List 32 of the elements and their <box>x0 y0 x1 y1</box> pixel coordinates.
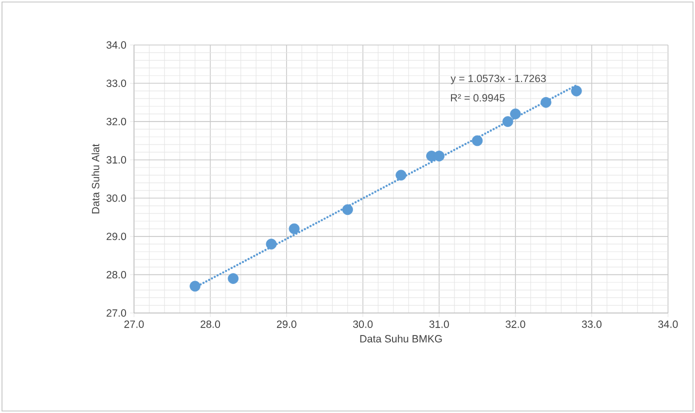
x-tick-label: 27.0 <box>124 320 144 328</box>
annotation: y = 1.0573x - 1.7263 <box>450 74 546 84</box>
x-tick-label: 31.0 <box>429 320 449 328</box>
point <box>342 204 353 216</box>
y-tick-label: 30.0 <box>106 194 126 202</box>
x-tick-label: 30.0 <box>353 320 373 328</box>
y-tick-label: 34.0 <box>106 41 126 49</box>
x-tick-label: 28.0 <box>200 320 220 328</box>
point <box>396 170 406 181</box>
y-tick-label: 27.0 <box>106 309 126 317</box>
point <box>288 223 300 234</box>
x-tick-label: 32.0 <box>506 320 526 328</box>
point <box>540 97 552 108</box>
point <box>434 150 445 162</box>
x-tick-label: 29.0 <box>276 320 296 328</box>
point <box>190 280 200 292</box>
point <box>266 238 277 250</box>
point <box>502 116 514 127</box>
x-tick-label: 33.0 <box>582 320 602 328</box>
y-tick-label: 33.0 <box>106 80 126 87</box>
y-tick-label: 32.0 <box>106 118 126 126</box>
y-tick-label: 28.0 <box>106 271 126 278</box>
annotation: R² = 0.9945 <box>450 94 505 102</box>
y-tick-label: 31.0 <box>106 156 126 164</box>
x-axis-title: Data Suhu BMKG <box>360 334 442 342</box>
y-axis-title: Data Suhu Alat <box>92 144 100 214</box>
point <box>510 108 521 120</box>
point <box>228 273 239 284</box>
point <box>472 135 483 146</box>
y-tick-label: 29.0 <box>106 232 126 240</box>
x-tick-label: 34.0 <box>658 320 678 328</box>
point <box>571 86 582 96</box>
